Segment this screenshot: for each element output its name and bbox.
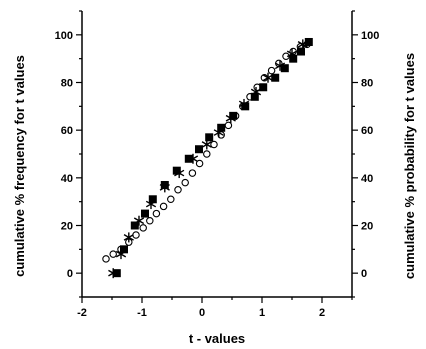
circle-point [102,255,110,263]
square-point [172,166,181,175]
y-tick-label-right: 20 [361,221,373,233]
asterisk-stroke [262,74,274,82]
asterisk-stroke [297,41,308,48]
square-point [217,123,226,132]
asterisk-point [108,268,119,279]
y-tick-label-left: 40 [61,173,73,185]
y-axis-title-right: cumulative % probability for t values [402,53,417,279]
asterisk-point [213,127,224,138]
asterisk-point [225,113,236,124]
asterisk-point [274,60,286,71]
x-tick-label: 2 [319,307,325,319]
asterisk-stroke [238,100,250,108]
y-tick-label-left: 0 [67,268,73,280]
x-axis-title: t - values [189,331,245,346]
asterisk-point [262,72,274,83]
asterisk-stroke [159,184,170,191]
circle-point [109,250,117,258]
tick-marks [76,10,358,303]
circle-point [152,209,161,218]
asterisk-point [174,168,185,179]
x-tick-label: -2 [77,307,87,319]
circle-point [253,83,261,92]
asterisk-stroke [225,114,236,122]
square-point [112,269,121,278]
circle-point [231,112,240,120]
x-tick-label: 0 [199,307,205,319]
asterisk-point [133,215,145,226]
asterisk-stroke [133,217,145,225]
x-tick-label: 1 [259,307,265,319]
asterisk-point [123,232,134,243]
asterisk-stroke [108,269,119,277]
square-point [205,133,214,142]
y-tick-label-right: 40 [361,173,373,185]
asterisk-stroke [123,234,134,241]
square-point [259,83,268,92]
asterisk-stroke [187,155,199,163]
circle-point [195,159,204,168]
circle-point [203,150,211,158]
y-tick-label-right: 100 [361,30,379,42]
y-tick-label-left: 20 [61,221,73,233]
asterisk-point [238,98,250,109]
circle-point [210,140,218,149]
square-point [148,195,157,204]
circle-point [139,224,147,232]
data-points [102,37,313,279]
y-tick-label-left: 100 [55,30,73,42]
asterisk-stroke [201,141,212,148]
asterisk-point [201,139,212,150]
circle-point [188,169,197,177]
square-point [195,145,203,154]
square-point [184,154,193,163]
square-point [141,209,149,218]
y-tick-label-right: 0 [361,268,367,280]
y-tick-label-right: 80 [361,78,373,90]
y-tick-label-left: 60 [61,125,73,137]
asterisk-stroke [115,250,127,258]
y-tick-label-left: 80 [61,78,73,90]
square-point [130,221,139,230]
asterisk-stroke [213,129,224,136]
circle-point [159,202,168,211]
square-point [250,92,259,101]
axes [81,11,353,298]
square-point [271,73,280,82]
asterisk-stroke [250,88,262,96]
asterisk-point [187,153,199,164]
asterisk-point [159,182,170,193]
circle-point [224,121,233,130]
asterisk-stroke [274,62,286,70]
square-point [297,47,305,56]
circle-point [267,66,276,75]
asterisk-point [297,39,308,50]
circle-point [174,186,182,194]
asterisk-point [286,48,298,59]
square-point [229,111,238,120]
circle-point [181,178,189,187]
asterisk-stroke [174,169,185,177]
asterisk-stroke [145,200,157,208]
circle-point [146,216,154,225]
asterisk-point [115,249,127,260]
y-axis-title-left: cumulative % frequency for t values [12,55,27,277]
square-point [289,54,298,63]
square-point [241,102,250,111]
asterisk-point [250,87,262,98]
asterisk-stroke [286,50,298,58]
x-tick-label: -1 [137,307,147,319]
asterisk-point [145,199,157,210]
y-tick-label-right: 60 [361,125,373,137]
circle-point [246,93,254,101]
circle-point [167,195,175,204]
